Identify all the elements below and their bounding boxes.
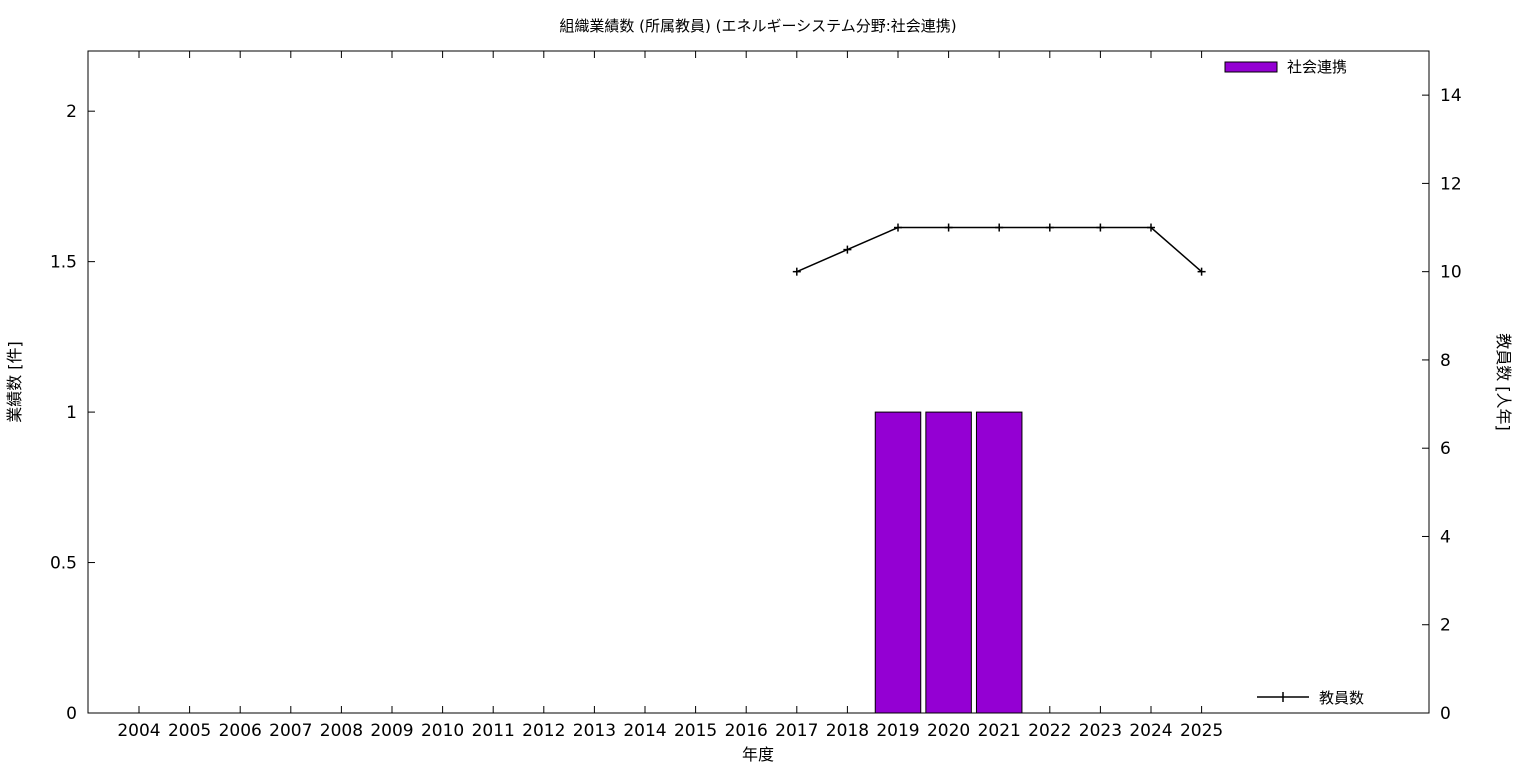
- x-tick-label: 2021: [978, 721, 1021, 741]
- line-layer: [792, 223, 1206, 276]
- x-tick-label: 2022: [1028, 721, 1071, 741]
- bar-2021: [975, 411, 1023, 714]
- x-tick-label: 2023: [1079, 721, 1122, 741]
- teacher-count-point: [843, 245, 852, 254]
- x-tick-label: 2010: [421, 721, 464, 741]
- x-tick-label: 2013: [573, 721, 616, 741]
- y-tick-label: 0: [66, 704, 77, 724]
- y-tick-label: 0.5: [50, 554, 77, 574]
- legend-bar-label: 社会連携: [1287, 58, 1347, 76]
- x-tick-label: 2018: [826, 721, 869, 741]
- y-axis-label: 業績数 [件]: [5, 341, 24, 423]
- x-tick-label: 2024: [1129, 721, 1172, 741]
- x-tick-label: 2015: [674, 721, 717, 741]
- ticks-layer: 2004 2005 2006 2007 2008 2009 2010 2011 2012 2013…: [50, 51, 1462, 741]
- teacher-count-line: [796, 226, 1203, 273]
- chart-title: 組織業績数 (所属教員) (エネルギーシステム分野:社会連携): [559, 17, 956, 35]
- teacher-count-point: [792, 267, 801, 276]
- y-tick-label: 1.5: [50, 253, 77, 273]
- x-tick-label: 2025: [1180, 721, 1223, 741]
- legend-bar: 社会連携: [1224, 58, 1347, 76]
- x-tick-label: 2007: [269, 721, 312, 741]
- y2-tick-label: 14: [1440, 86, 1462, 106]
- x-tick-label: 2019: [876, 721, 919, 741]
- teacher-count-point: [944, 223, 953, 232]
- y-tick-label: 1: [66, 403, 77, 423]
- bar-2019: [874, 411, 922, 714]
- x-tick-label: 2004: [117, 721, 160, 741]
- x-tick-label: 2020: [927, 721, 970, 741]
- x-axis-label: 年度: [742, 745, 774, 764]
- x-tick-label: 2017: [775, 721, 818, 741]
- legend-line: 教員数: [1257, 689, 1364, 707]
- x-tick-label: 2012: [522, 721, 565, 741]
- x-tick-label: 2006: [219, 721, 262, 741]
- x-tick-label: 2016: [725, 721, 768, 741]
- y2-tick-label: 2: [1440, 616, 1451, 636]
- legend-line-label: 教員数: [1319, 689, 1364, 707]
- teacher-count-point: [1197, 267, 1206, 276]
- x-tick-label: 2009: [370, 721, 413, 741]
- y2-tick-label: 6: [1440, 439, 1451, 459]
- bars-layer: [874, 411, 1023, 714]
- teacher-count-point: [1045, 223, 1054, 232]
- y-tick-label: 2: [66, 102, 77, 122]
- x-tick-label: 2005: [168, 721, 211, 741]
- teacher-count-point: [995, 223, 1004, 232]
- teacher-count-point: [894, 223, 902, 232]
- x-tick-label: 2008: [320, 721, 363, 741]
- x-tick-label: 2011: [472, 721, 515, 741]
- y2-tick-label: 10: [1440, 263, 1462, 283]
- y2-tick-label: 12: [1440, 174, 1462, 194]
- y2-tick-label: 0: [1440, 704, 1451, 724]
- teacher-count-point: [1096, 223, 1105, 232]
- teacher-count-point: [1147, 223, 1155, 232]
- plot-frame: [87, 50, 1430, 714]
- y2-axis-label: 教員数 [人年]: [1494, 333, 1513, 431]
- y2-tick-label: 8: [1440, 351, 1451, 371]
- y2-tick-label: 4: [1440, 527, 1451, 547]
- legend-bar-swatch: [1224, 61, 1278, 73]
- x-tick-label: 2014: [623, 721, 666, 741]
- bar-2020: [925, 411, 972, 714]
